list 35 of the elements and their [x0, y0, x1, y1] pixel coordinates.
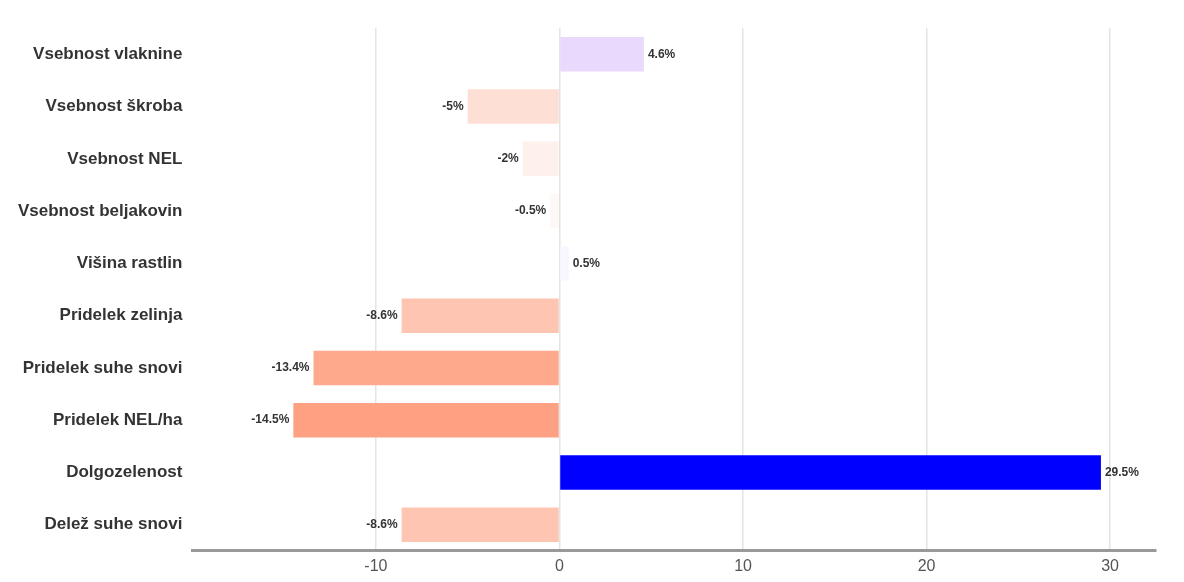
x-tick-label: -10: [364, 556, 388, 574]
bar: [560, 246, 569, 281]
bar: [467, 89, 559, 124]
bar: [560, 37, 644, 72]
data-label: -0.5%: [514, 203, 547, 218]
y-tick-label: Višina rastlin: [76, 253, 183, 273]
bar: [401, 298, 559, 333]
x-tick-label: 10: [734, 556, 753, 574]
data-label: -5%: [442, 98, 465, 113]
data-label: -8.6%: [366, 307, 398, 322]
y-tick-label: Vsebnost NEL: [67, 148, 183, 168]
y-tick-label: Pridelek NEL/ha: [52, 409, 183, 429]
data-label: -13.4%: [271, 360, 310, 375]
bar: [293, 402, 559, 438]
x-tick-label: 0: [555, 556, 565, 574]
y-tick-label: Vsebnost beljakovin: [17, 200, 183, 220]
data-label: 0.5%: [572, 255, 601, 270]
x-tick-label: 20: [917, 556, 936, 574]
y-tick-label: Delež suhe snovi: [44, 514, 183, 534]
y-tick-label: Vsebnost škroba: [45, 96, 183, 116]
x-tick-label: 30: [1101, 556, 1120, 574]
bar: [313, 350, 559, 386]
bar: [550, 193, 559, 229]
bar: [401, 507, 559, 542]
data-label: -8.6%: [366, 516, 398, 531]
data-label: 29.5%: [1104, 464, 1140, 479]
data-label: -14.5%: [251, 412, 290, 427]
bar: [560, 455, 1101, 490]
y-tick-label: Pridelek zelinja: [59, 305, 183, 325]
data-label: -2%: [497, 151, 520, 166]
y-tick-label: Pridelek suhe snovi: [22, 357, 183, 377]
y-tick-label: Vsebnost vlaknine: [33, 44, 183, 64]
bar: [522, 141, 559, 177]
data-label: 4.6%: [647, 46, 676, 61]
y-tick-label: Dolgozelenost: [66, 462, 183, 482]
